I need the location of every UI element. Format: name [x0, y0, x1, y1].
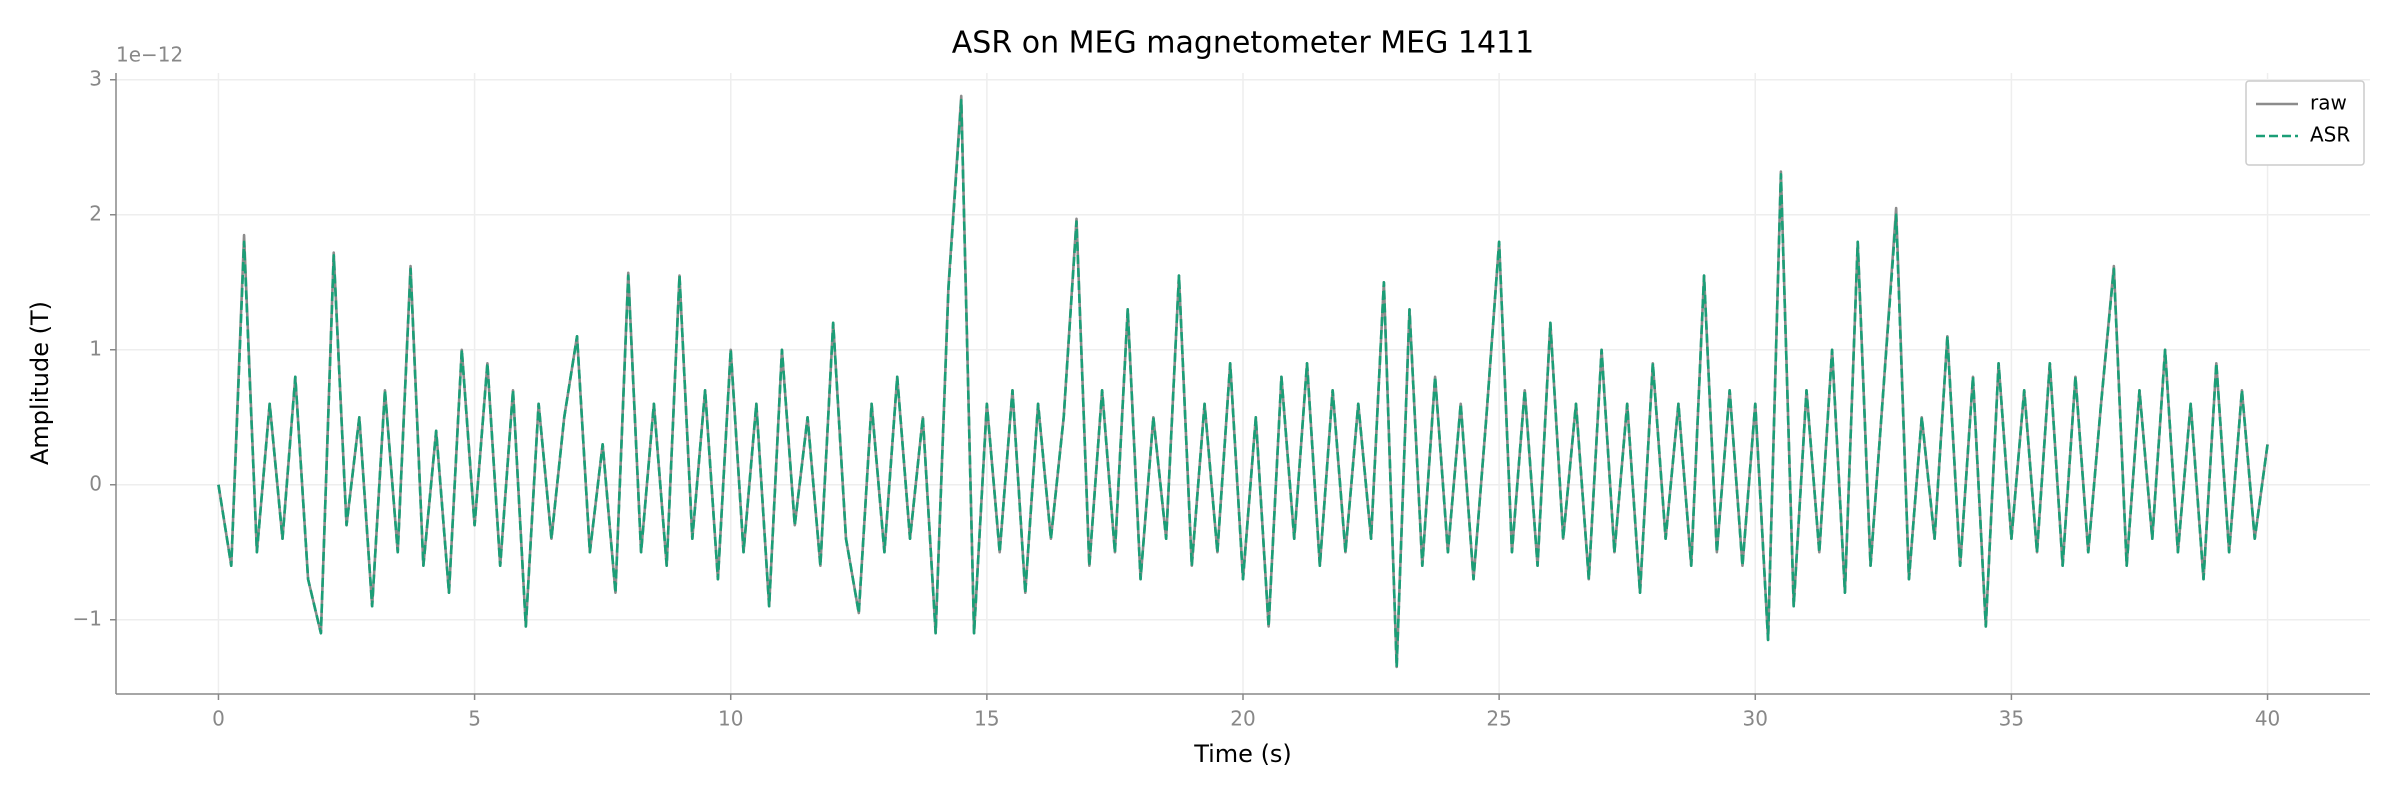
y-tick-label: 3 [89, 66, 102, 90]
x-tick-label: 40 [2255, 707, 2280, 731]
x-tick-label: 35 [1999, 707, 2024, 731]
x-tick-label: 5 [468, 707, 481, 731]
x-tick-label: 30 [1743, 707, 1768, 731]
y-tick-label: 2 [89, 201, 102, 225]
data-line [217, 98, 2269, 669]
y-tick-label: 0 [89, 471, 102, 495]
legend-label: raw [2310, 91, 2347, 115]
chart-title: ASR on MEG magnetometer MEG 1411 [952, 26, 1534, 61]
x-tick-label: 15 [974, 707, 999, 731]
y-offset-label: 1e−12 [116, 43, 183, 67]
x-tick-label: 20 [1230, 707, 1255, 731]
x-axis-label: Time (s) [1193, 740, 1292, 768]
y-tick-label: 1 [89, 336, 102, 360]
x-tick-label: 10 [718, 707, 743, 731]
y-tick-label: −1 [73, 606, 102, 630]
x-tick-label: 25 [1486, 707, 1511, 731]
legend-label: ASR [2310, 123, 2350, 147]
x-tick-label: 0 [212, 707, 225, 731]
y-axis-label: Amplitude (T) [26, 301, 54, 465]
legend-box [2245, 80, 2365, 166]
